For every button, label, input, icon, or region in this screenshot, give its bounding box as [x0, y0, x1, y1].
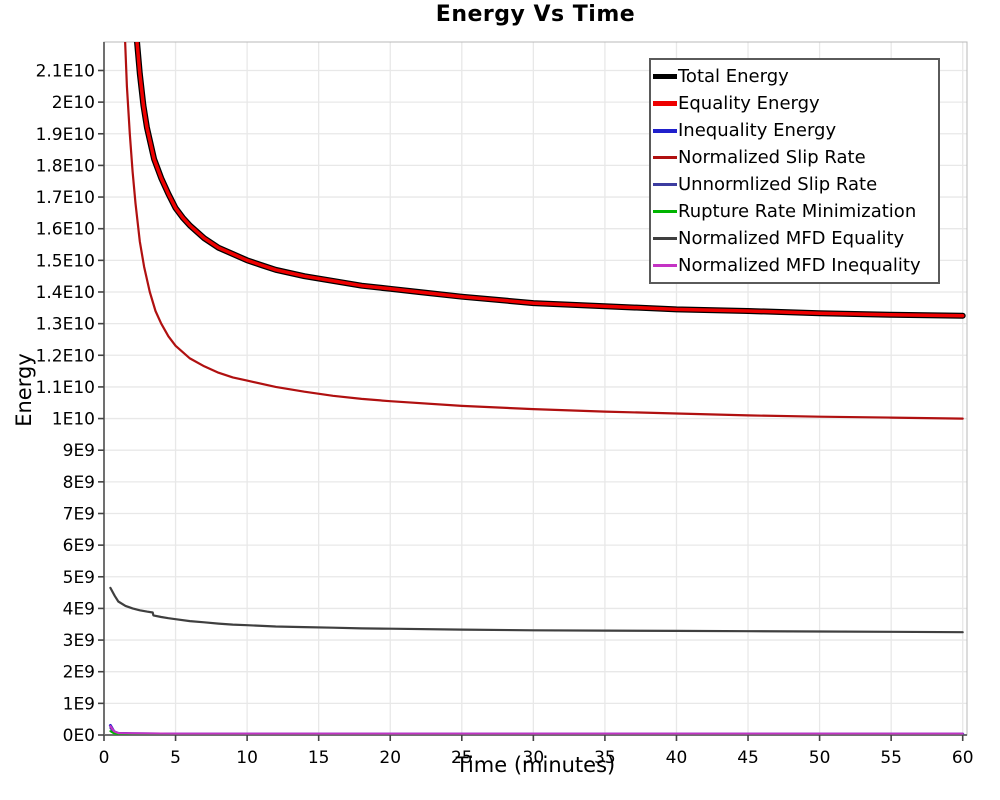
- y-tick-label: 1.6E10: [36, 220, 95, 240]
- y-tick-label: 6E9: [63, 536, 95, 556]
- legend-item-normalized-slip-rate: Normalized Slip Rate: [651, 145, 938, 171]
- legend-item-total-energy: Total Energy: [651, 64, 938, 90]
- tick-labels: 0E0 1E9 2E9 3E9 4E9 5E9 6E9 7E9 8E9 9E9 1E10 1.1E10…: [36, 61, 974, 768]
- legend-label-total-energy: Total Energy: [678, 66, 789, 87]
- y-tick-label: 0E0: [63, 726, 95, 746]
- legend-item-normalized-mfd-equality: Normalized MFD Equality: [651, 226, 938, 252]
- legend: Total Energy Equality Energy Inequality En…: [649, 58, 940, 284]
- y-tick-label: 1.2E10: [36, 346, 95, 366]
- legend-label-normalized-slip-rate: Normalized Slip Rate: [678, 147, 866, 168]
- legend-label-inequality-energy: Inequality Energy: [678, 120, 837, 141]
- legend-swatch-normalized-slip-rate: [653, 156, 677, 159]
- axis-ticks: [98, 69, 964, 741]
- legend-swatch-total-energy: [653, 74, 677, 79]
- x-tick-label: 60: [952, 748, 974, 768]
- legend-item-rupture-rate-minimization: Rupture Rate Minimization: [651, 199, 938, 225]
- y-tick-label: 2E9: [63, 663, 95, 683]
- y-axis-label: Energy: [12, 353, 36, 427]
- series-lines: [108, 42, 966, 735]
- x-tick-label: 55: [880, 748, 902, 768]
- line-equality-energy: [135, 42, 965, 318]
- y-tick-label: 9E9: [63, 441, 95, 461]
- legend-label-unnormlized-slip-rate: Unnormlized Slip Rate: [678, 174, 878, 195]
- x-tick-label: 20: [379, 748, 401, 768]
- legend-item-equality-energy: Equality Energy: [651, 91, 938, 117]
- y-tick-label: 4E9: [63, 599, 95, 619]
- x-tick-label: 35: [594, 748, 616, 768]
- y-tick-label: 1.4E10: [36, 283, 95, 303]
- line-normalized-slip-rate: [124, 42, 964, 420]
- y-tick-label: 1.3E10: [36, 315, 95, 335]
- legend-label-rupture-rate-minimization: Rupture Rate Minimization: [678, 201, 917, 222]
- y-tick-label: 1.7E10: [36, 188, 95, 208]
- legend-label-equality-energy: Equality Energy: [678, 93, 820, 114]
- y-tick-label: 3E9: [63, 631, 95, 651]
- x-tick-label: 0: [99, 748, 110, 768]
- y-tick-label: 1E9: [63, 694, 95, 714]
- legend-swatch-equality-energy: [653, 101, 677, 106]
- x-axis-label: Time (minutes): [455, 753, 616, 777]
- legend-swatch-inequality-energy: [653, 128, 677, 133]
- legend-swatch-normalized-mfd-equality: [653, 237, 677, 240]
- chart-title: Energy Vs Time: [435, 2, 636, 27]
- y-tick-label: 1.5E10: [36, 251, 95, 271]
- y-tick-label: 1.9E10: [36, 125, 95, 145]
- legend-swatch-normalized-mfd-inequality: [653, 264, 677, 267]
- legend-label-normalized-mfd-equality: Normalized MFD Equality: [678, 228, 905, 249]
- legend-item-inequality-energy: Inequality Energy: [651, 118, 938, 144]
- x-tick-label: 5: [170, 748, 181, 768]
- legend-item-normalized-mfd-inequality: Normalized MFD Inequality: [651, 253, 938, 279]
- x-tick-label: 45: [737, 748, 759, 768]
- x-tick-label: 25: [451, 748, 473, 768]
- y-tick-label: 2.1E10: [36, 61, 95, 81]
- x-tick-label: 50: [809, 748, 831, 768]
- x-tick-label: 15: [308, 748, 330, 768]
- y-tick-label: 5E9: [63, 568, 95, 588]
- legend-label-normalized-mfd-inequality: Normalized MFD Inequality: [678, 255, 921, 276]
- line-normalized-mfd-equality: [109, 586, 964, 634]
- legend-swatch-unnormlized-slip-rate: [653, 183, 677, 186]
- x-tick-label: 30: [523, 748, 545, 768]
- y-tick-label: 8E9: [63, 473, 95, 493]
- x-tick-label: 10: [236, 748, 258, 768]
- legend-item-unnormlized-slip-rate: Unnormlized Slip Rate: [651, 172, 938, 198]
- y-tick-label: 7E9: [63, 504, 95, 524]
- y-tick-label: 1.8E10: [36, 156, 95, 176]
- legend-swatch-rupture-rate-minimization: [653, 210, 677, 213]
- line-normalized-mfd-inequality: [109, 725, 964, 735]
- x-tick-label: 40: [666, 748, 688, 768]
- y-tick-label: 1E10: [52, 410, 95, 430]
- y-tick-label: 2E10: [52, 93, 95, 113]
- y-tick-label: 1.1E10: [36, 378, 95, 398]
